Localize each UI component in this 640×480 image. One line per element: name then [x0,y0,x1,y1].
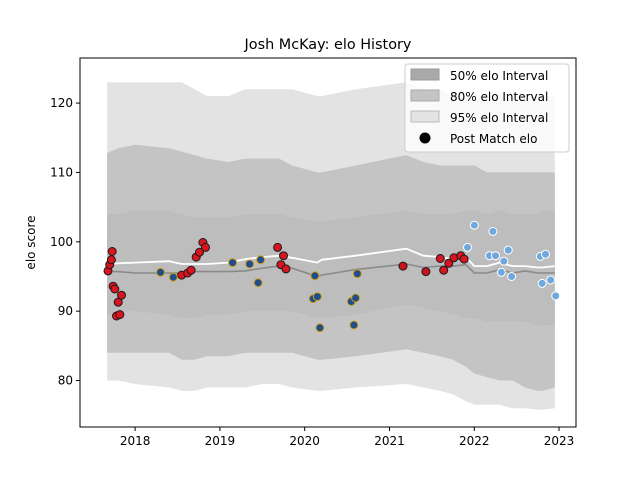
data-point [256,255,266,265]
legend-box [404,63,570,153]
x-tick-label: 2019 [205,434,236,448]
y-tick-label: 120 [50,96,73,110]
data-point [253,278,263,288]
data-point [537,278,547,288]
legend-swatch-95 [410,110,440,123]
data-point [273,242,283,252]
plot-frame [79,57,577,428]
data-point [351,293,361,303]
data-points [103,220,561,333]
y-tick-label: 110 [50,165,73,179]
legend-label-80: 80% elo Interval [450,90,548,104]
data-point [349,320,359,330]
y-axis-label: elo score [24,215,38,269]
interval-bands [107,82,555,410]
data-point [168,272,178,282]
data-point [503,245,513,255]
data-point [156,267,165,277]
data-point [496,267,506,277]
legend-label-points: Post Match elo [450,132,537,146]
chart-title: Josh McKay: elo History [244,37,412,53]
data-point [117,290,126,300]
legend-label-50: 50% elo Interval [450,69,548,83]
y-axis-ticks: 80 90 100 110 120 [50,96,80,388]
x-tick-label: 2022 [459,434,490,448]
data-point [186,265,196,275]
data-point [507,272,517,281]
data-point [541,249,550,259]
legend-label-95: 95% elo Interval [450,111,548,125]
data-point [488,226,498,236]
band-50 [107,210,555,325]
legend: 50% elo Interval 80% elo Interval 95% el… [404,63,570,153]
y-tick-label: 80 [58,374,73,388]
x-tick-label: 2021 [374,434,405,448]
data-point [312,292,322,302]
data-point [110,284,120,294]
data-point [398,261,408,271]
data-point [228,258,238,268]
data-point [279,251,288,261]
data-point [459,254,469,264]
data-point [463,242,472,252]
data-point [435,254,445,263]
legend-swatch-50 [410,68,440,81]
data-point [107,247,117,256]
y-tick-label: 90 [58,304,73,318]
x-tick-label: 2023 [544,434,575,448]
x-axis-ticks: 2018 2019 2020 2021 2022 2023 [120,427,574,448]
data-point [195,247,204,257]
data-point [439,265,449,275]
data-point [421,267,431,277]
data-point [491,251,500,261]
legend-marker-points [419,132,431,144]
data-point [245,259,255,269]
data-point [352,269,362,279]
data-point [499,256,509,266]
data-point [546,275,556,285]
data-point [551,291,561,301]
data-point [201,242,210,252]
x-tick-label: 2020 [289,434,320,448]
data-point [469,220,479,230]
data-point [115,310,125,320]
x-tick-label: 2018 [120,434,151,448]
data-point [444,258,454,268]
legend-swatch-80 [410,89,440,102]
y-tick-label: 100 [50,235,73,249]
data-point [310,271,320,281]
data-point [315,323,325,333]
data-point [106,255,116,265]
data-point [281,264,291,274]
